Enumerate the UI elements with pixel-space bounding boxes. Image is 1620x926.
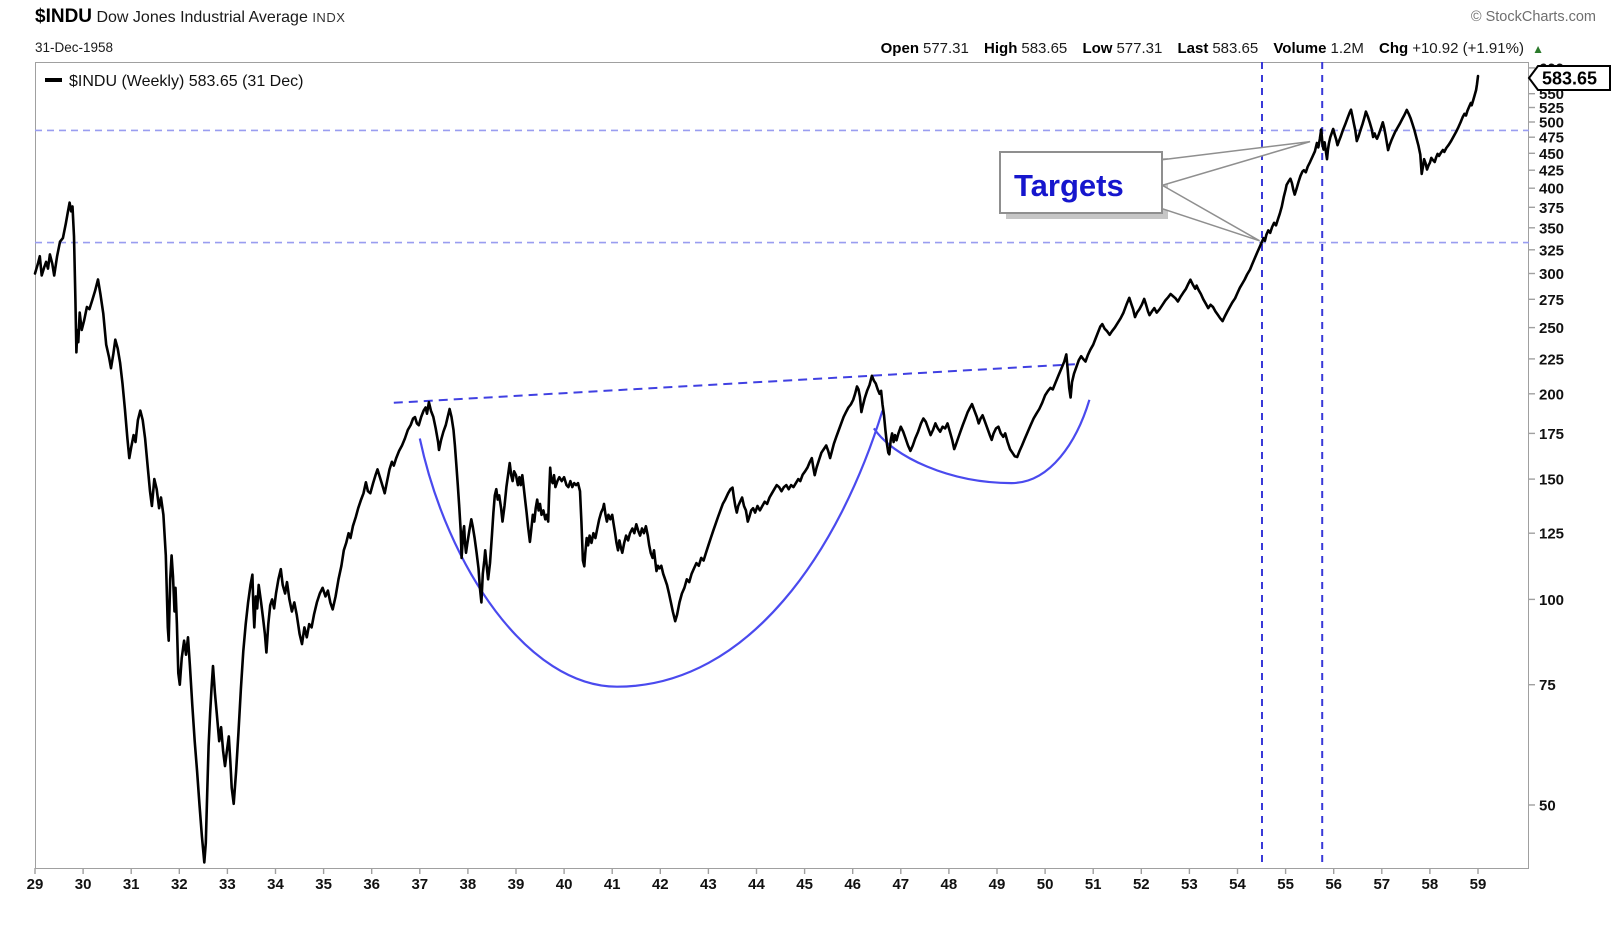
price-tag-value: 583.65 <box>1542 69 1597 89</box>
neckline-trendline <box>393 363 1075 404</box>
y-tick-label: 525 <box>1539 100 1564 117</box>
y-tick-label: 325 <box>1539 242 1564 259</box>
y-tick-label: 300 <box>1539 266 1564 283</box>
x-tick-label: 29 <box>27 876 44 893</box>
legend-label: $INDU (Weekly) 583.65 (31 Dec) <box>69 73 303 90</box>
y-tick-label: 450 <box>1539 146 1564 163</box>
x-tick-label: 38 <box>460 876 477 893</box>
x-tick-label: 48 <box>941 876 958 893</box>
callout-pointer-tails <box>1159 140 1311 242</box>
x-tick-label: 59 <box>1470 876 1487 893</box>
cup-arc <box>872 399 1091 485</box>
y-tick-label: 150 <box>1539 472 1564 489</box>
y-tick-label: 350 <box>1539 220 1564 237</box>
x-tick-label: 33 <box>219 876 236 893</box>
change-label: Chg <box>1379 40 1409 57</box>
stockcharts-copyright: © StockCharts.com <box>1470 9 1596 25</box>
chart-date: 31-Dec-1958 <box>35 40 114 55</box>
x-tick-label: 40 <box>556 876 573 893</box>
x-tick-label: 51 <box>1085 876 1102 893</box>
y-tick-label: 500 <box>1539 115 1564 132</box>
change-up-triangle-icon: ▲ <box>1532 42 1544 56</box>
x-tick-label: 30 <box>75 876 92 893</box>
quote-summary: Open 577.31 High 583.65 Low 577.31 Last 583.… <box>881 40 1544 57</box>
x-tick-label: 42 <box>652 876 669 893</box>
low-value: 577.31 <box>1116 40 1163 57</box>
y-tick-label: 75 <box>1539 677 1556 694</box>
x-tick-label: 39 <box>508 876 525 893</box>
last-value: 583.65 <box>1212 40 1259 57</box>
volume-value: 1.2M <box>1330 40 1364 57</box>
x-tick-label: 55 <box>1277 876 1294 893</box>
chart-header: $INDU Dow Jones Industrial Average INDX <box>35 6 345 28</box>
y-tick-label: 225 <box>1539 351 1564 368</box>
x-tick-label: 37 <box>411 876 428 893</box>
x-tick-label: 52 <box>1133 876 1150 893</box>
open-value: 577.31 <box>922 40 969 57</box>
x-tick-label: 50 <box>1037 876 1054 893</box>
x-tick-label: 41 <box>604 876 621 893</box>
x-tick-label: 54 <box>1229 876 1246 893</box>
cup-arc <box>418 410 884 688</box>
x-tick-label: 46 <box>844 876 861 893</box>
high-value: 583.65 <box>1021 40 1068 57</box>
y-tick-label: 200 <box>1539 386 1564 403</box>
x-tick-label: 35 <box>315 876 332 893</box>
x-tick-label: 57 <box>1373 876 1390 893</box>
price-layer <box>33 74 1480 864</box>
x-tick-label: 44 <box>748 876 765 893</box>
x-tick-label: 31 <box>123 876 140 893</box>
y-tick-label: 375 <box>1539 200 1564 217</box>
callout-tail-lower <box>1159 182 1260 242</box>
x-tick-label: 53 <box>1181 876 1198 893</box>
axis-layer: 6005505255004754504254003753503253002752… <box>27 60 1564 893</box>
x-tick-label: 34 <box>267 876 284 893</box>
x-tick-label: 32 <box>171 876 188 893</box>
targets-callout: Targets <box>999 140 1311 242</box>
x-tick-label: 43 <box>700 876 717 893</box>
plot-frame <box>35 62 1529 869</box>
y-tick-label: 400 <box>1539 181 1564 198</box>
y-tick-label: 275 <box>1539 292 1564 309</box>
callout-box <box>999 151 1163 214</box>
symbol-name: Dow Jones Industrial Average <box>96 9 308 26</box>
x-tick-label: 45 <box>796 876 813 893</box>
price-line <box>33 74 1480 864</box>
x-tick-label: 36 <box>363 876 380 893</box>
last-price-tag: 583.65 <box>1527 65 1611 91</box>
y-tick-label: 425 <box>1539 163 1564 180</box>
open-label: Open <box>880 40 919 57</box>
callout-tail-upper <box>1159 140 1311 188</box>
legend: $INDU (Weekly) 583.65 (31 Dec) <box>45 73 303 90</box>
x-tick-label: 58 <box>1422 876 1439 893</box>
last-label: Last <box>1177 40 1209 57</box>
price-tag-shape <box>1527 65 1611 91</box>
symbol: $INDU <box>35 6 93 27</box>
y-tick-label: 175 <box>1539 426 1564 443</box>
x-tick-label: 49 <box>989 876 1006 893</box>
annotation-layer <box>35 62 1529 868</box>
y-tick-label: 475 <box>1539 130 1564 147</box>
y-tick-label: 100 <box>1539 592 1564 609</box>
low-label: Low <box>1082 40 1113 57</box>
targets-label: Targets <box>1014 168 1124 203</box>
y-tick-label: 250 <box>1539 320 1564 337</box>
change-value: +10.92 (+1.91%) <box>1412 40 1524 57</box>
high-label: High <box>984 40 1018 57</box>
x-tick-label: 47 <box>892 876 909 893</box>
x-tick-label: 56 <box>1325 876 1342 893</box>
y-tick-label: 125 <box>1539 526 1564 543</box>
volume-label: Volume <box>1273 40 1327 57</box>
y-tick-label: 50 <box>1539 798 1556 815</box>
exchange-label: INDX <box>312 10 346 25</box>
